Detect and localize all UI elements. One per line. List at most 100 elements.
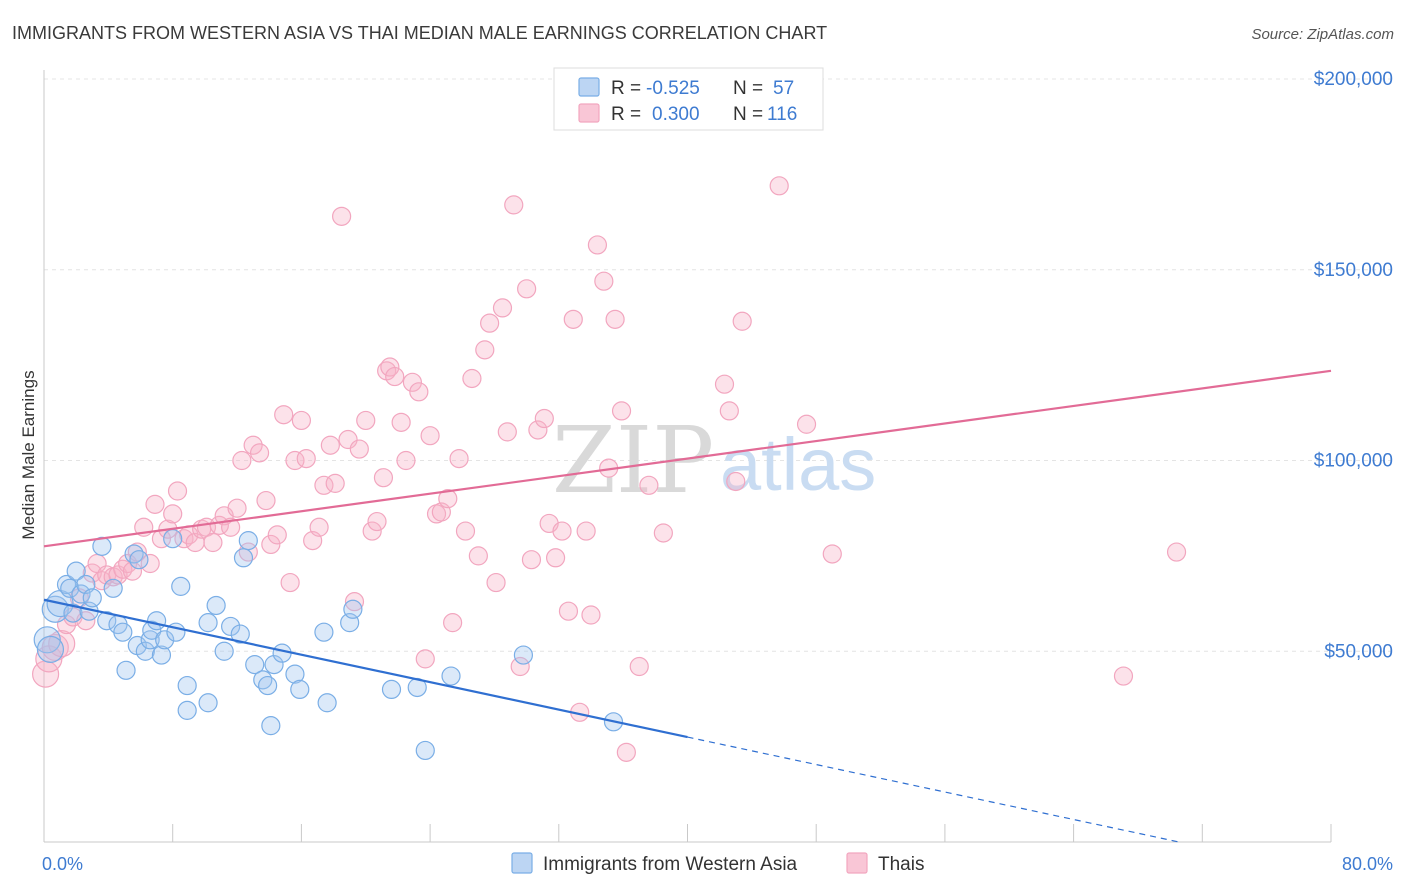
thais-point-71 (438, 489, 458, 509)
thais-point-99 (605, 309, 625, 329)
western-asia-point-24 (147, 611, 167, 631)
thais-point-68 (420, 426, 440, 446)
thais-point-100 (611, 401, 632, 421)
western-asia-point-48 (314, 622, 334, 642)
x-axis-ticks (43, 824, 1332, 842)
stats-legend: R = -0.525 N = 57 R = 0.300 N = 116 (553, 67, 824, 131)
western-asia-point-49 (317, 693, 337, 713)
western-asia-point-6 (63, 603, 83, 623)
western-asia-point-26 (155, 630, 175, 650)
thais-point-104 (653, 523, 673, 543)
thais-point-84 (517, 279, 537, 299)
western-asia-point-19 (129, 550, 149, 570)
legend-thais-swatch (846, 852, 868, 874)
thais-point-59 (373, 468, 394, 488)
thais-point-97 (594, 271, 614, 291)
western-asia-point-17 (116, 660, 136, 680)
chart-title: IMMIGRANTS FROM WESTERN ASIA VS THAI MED… (12, 23, 827, 43)
thais-point-63 (391, 412, 411, 432)
thais-point-62 (385, 366, 405, 387)
thais-point-35 (232, 450, 252, 471)
thais-point-46 (296, 448, 316, 469)
thais-point-75 (462, 368, 482, 389)
western-asia-point-42 (258, 675, 278, 696)
thais-point-96 (587, 235, 608, 255)
thais-point-16 (122, 561, 143, 581)
western-asia-point-16 (113, 622, 133, 642)
thais-point-20 (145, 494, 165, 514)
western-asia-point-25 (151, 645, 172, 665)
thais-point-33 (221, 517, 241, 537)
thais-point-82 (504, 195, 524, 215)
thais-point-106 (719, 401, 739, 421)
thais-point-61 (380, 357, 400, 377)
thais-point-85 (521, 550, 542, 570)
thais-point-107 (726, 471, 746, 492)
thais-point-52 (332, 206, 352, 226)
western-asia-point-11 (82, 588, 102, 608)
thais-point-92 (563, 309, 583, 329)
watermark: ZIP atlas (552, 407, 876, 514)
western-asia-point-51 (343, 599, 363, 619)
legend-r-label-2: R = (611, 104, 641, 125)
western-asia-point-40 (245, 655, 265, 675)
x-tick-label-0: 0.0% (42, 854, 83, 874)
western-asia-point-52 (381, 679, 402, 700)
western-asia-point-36 (221, 616, 241, 637)
legend-r-value-2: 0.300 (652, 104, 700, 125)
thais-point-34 (227, 498, 247, 518)
x-tick-label-1: 80.0% (1342, 854, 1393, 874)
thais-point-42 (274, 405, 294, 425)
series-thais-points (32, 176, 1187, 762)
thais-point-111 (822, 544, 842, 564)
legend-thais-label: Thais (878, 854, 924, 875)
thais-point-40 (261, 534, 281, 555)
thais-point-105 (714, 374, 735, 394)
thais-point-77 (475, 340, 495, 360)
thais-point-45 (291, 410, 311, 431)
thais-point-95 (581, 605, 601, 625)
thais-point-48 (309, 517, 329, 537)
thais-point-90 (552, 521, 572, 541)
thais-point-67 (415, 649, 435, 669)
thais-point-86 (528, 420, 548, 440)
thais-point-56 (356, 410, 376, 431)
chart-source: Source: ZipAtlas.com (1251, 26, 1394, 43)
thais-point-58 (367, 511, 387, 532)
western-asia-point-46 (285, 664, 305, 684)
western-asia-point-22 (140, 630, 160, 650)
series-legend: Immigrants from Western Asia Thais (511, 852, 924, 875)
western-asia-point-33 (198, 613, 218, 633)
western-asia-point-54 (415, 740, 435, 761)
thais-point-73 (449, 448, 469, 469)
thais-point-51 (325, 473, 345, 493)
thais-point-24 (167, 481, 188, 501)
western-asia-point-31 (177, 700, 197, 720)
thais-point-8 (82, 563, 102, 583)
thais-point-89 (545, 548, 566, 568)
western-asia-point-45 (272, 643, 292, 663)
western-asia-point-43 (261, 716, 281, 736)
western-asia-point-35 (214, 641, 234, 661)
legend-n-value-2: 116 (767, 104, 797, 125)
thais-point-78 (480, 313, 500, 333)
y-tick-label-1: $100,000 (1314, 451, 1393, 472)
y-tick-label-0: $50,000 (1324, 641, 1393, 662)
thais-point-43 (280, 572, 300, 593)
thais-point-74 (455, 521, 476, 541)
thais-point-39 (256, 490, 276, 511)
western-asia-point-1 (36, 635, 65, 663)
thais-point-55 (349, 439, 369, 459)
thais-point-108 (732, 311, 752, 331)
western-asia-point-13 (97, 611, 117, 631)
y-tick-label-3: $200,000 (1314, 69, 1393, 90)
western-asia-trend-extension (687, 736, 1180, 843)
thais-point-38 (249, 443, 270, 463)
legend-n-value-1: 57 (773, 78, 794, 99)
thais-point-79 (486, 572, 506, 593)
y-tick-label-2: $150,000 (1314, 260, 1393, 281)
thais-point-65 (402, 372, 423, 392)
thais-point-102 (629, 656, 649, 677)
series-western-asia-points (33, 529, 624, 761)
